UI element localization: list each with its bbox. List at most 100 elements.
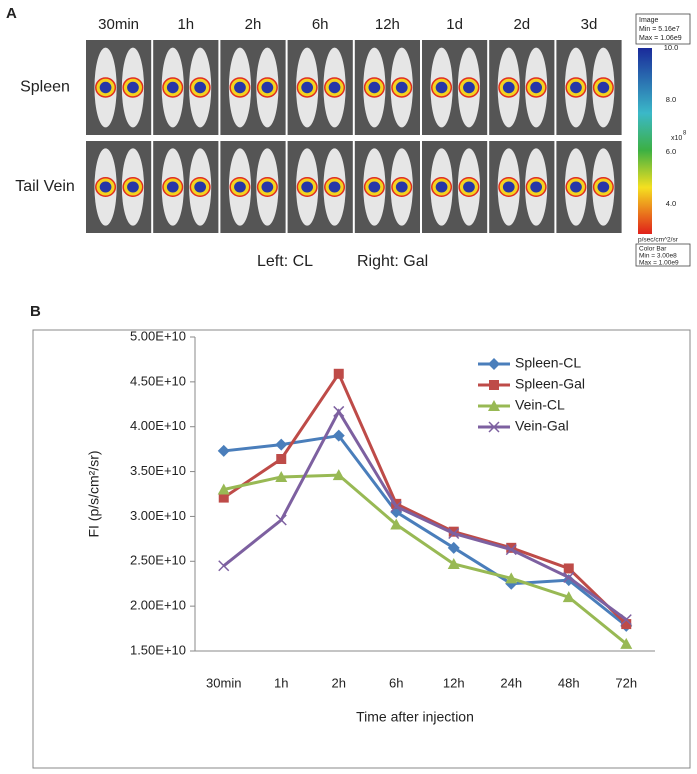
x-tick-label: 6h [389, 675, 403, 690]
time-label: 30min [98, 16, 139, 33]
row-label: Tail Vein [15, 178, 75, 195]
marker [333, 368, 344, 379]
y-tick-label: 2.50E+10 [130, 553, 186, 568]
marker [276, 454, 287, 465]
marker [333, 405, 345, 417]
colorbar: Image Min = 5.16e7 Max = 1.06e9 x10 8 p/… [635, 13, 691, 267]
legend-marker [488, 358, 500, 370]
time-label: 3d [581, 16, 598, 33]
signal [502, 181, 515, 193]
x-tick-label: 72h [615, 675, 637, 690]
signal [597, 181, 610, 193]
colorbar-text: x10 [671, 135, 682, 142]
time-label: 12h [375, 16, 400, 33]
signal [234, 81, 246, 94]
colorbar-text: p/sec/cm^2/sr [638, 237, 679, 244]
row-label: Spleen [20, 79, 70, 96]
legend-label: Vein-Gal [515, 418, 569, 434]
y-axis-label: FI (p/s/cm²/sr) [86, 450, 102, 537]
marker [563, 571, 575, 583]
colorbar-gradient [638, 48, 652, 234]
y-tick-label: 2.00E+10 [130, 598, 186, 613]
colorbar-text: Color Bar [639, 246, 667, 253]
y-tick-label: 4.50E+10 [130, 373, 186, 388]
colorbar-tick: 8.0 [666, 95, 676, 104]
y-tick-label: 3.50E+10 [130, 463, 186, 478]
marker [505, 572, 518, 584]
colorbar-tick: 6.0 [666, 147, 676, 156]
marker [332, 469, 345, 481]
signal [194, 81, 207, 94]
y-tick-label: 3.00E+10 [130, 508, 186, 523]
signal [368, 181, 381, 193]
time-label: 6h [312, 16, 329, 33]
legend-marker [488, 400, 500, 411]
marker [620, 637, 633, 649]
time-label: 1h [177, 16, 194, 33]
series-line [223, 473, 628, 645]
time-label: 1d [446, 16, 463, 33]
marker [275, 470, 288, 482]
legend-label: Spleen-CL [515, 355, 581, 371]
marker [563, 563, 574, 574]
signal [395, 181, 408, 193]
marker [275, 438, 288, 451]
marker [218, 560, 230, 572]
colorbar-text: Min = 5.16e7 [639, 26, 680, 33]
signal [530, 81, 543, 94]
marker [447, 541, 460, 554]
signal [301, 181, 314, 193]
time-label: 2h [245, 16, 262, 33]
signal [166, 81, 179, 94]
legend-label: Spleen-Gal [515, 376, 585, 392]
marker [332, 429, 345, 442]
x-axis-label: Time after injection [356, 709, 474, 725]
signal [597, 81, 610, 94]
colorbar-tick: 10.0 [664, 43, 679, 52]
signal [530, 181, 543, 193]
signal [435, 81, 448, 94]
colorbar-text: Max = 1.00e9 [639, 260, 679, 267]
colorbar-box [635, 243, 691, 267]
marker [390, 518, 403, 530]
colorbar-text: 8 [683, 131, 687, 137]
signal [194, 181, 207, 193]
marker [505, 544, 517, 556]
signal [261, 181, 274, 193]
signal [127, 181, 139, 193]
x-tick-label: 1h [274, 675, 288, 690]
series-line [222, 370, 628, 626]
signal [301, 81, 314, 94]
marker [217, 483, 230, 495]
legend-marker [488, 421, 500, 433]
signal [502, 81, 515, 94]
marker [448, 527, 460, 540]
signal [395, 81, 408, 94]
marker [448, 526, 459, 537]
signal [99, 81, 112, 94]
colorbar-text: Max = 1.06e9 [639, 35, 682, 42]
signal [261, 81, 274, 94]
x-tick-label: 24h [500, 675, 522, 690]
colorbar-box [635, 13, 691, 45]
signal [127, 81, 139, 94]
signal [99, 181, 112, 193]
signal [328, 81, 341, 94]
y-tick-label: 4.00E+10 [130, 418, 186, 433]
colorbar-tick: 4.0 [666, 199, 676, 208]
signal [463, 81, 475, 94]
signal [463, 181, 475, 193]
marker [218, 492, 229, 503]
marker [275, 514, 287, 526]
time-label: 2d [513, 16, 530, 33]
legend-marker [489, 380, 499, 390]
signal [166, 181, 179, 193]
y-tick-label: 5.00E+10 [130, 328, 186, 343]
signal [368, 81, 381, 94]
marker [447, 557, 460, 569]
signal [234, 181, 246, 193]
y-tick-label: 1.50E+10 [130, 642, 186, 657]
panel-label: A [6, 5, 17, 22]
colorbar-text: Min = 3.00e8 [639, 253, 677, 260]
